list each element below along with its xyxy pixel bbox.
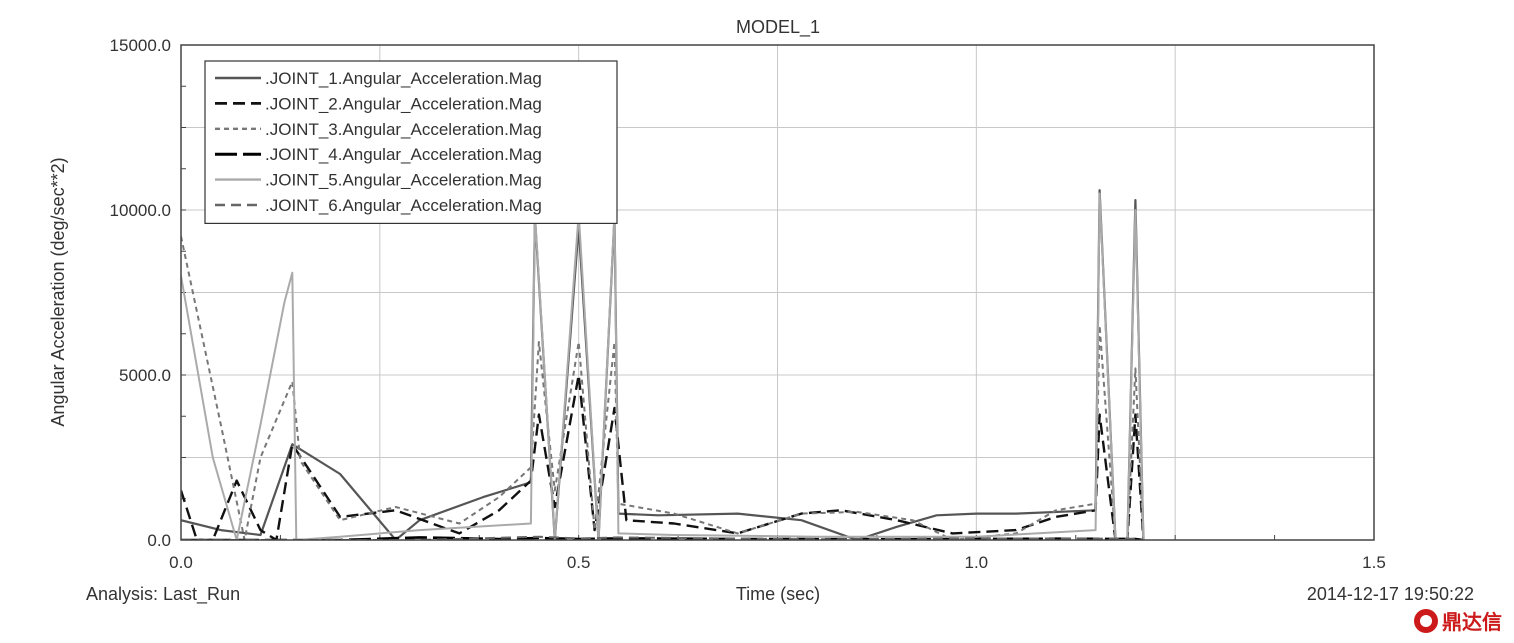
watermark-text: 鼎达信: [1442, 610, 1502, 634]
x-axis-title: Time (sec): [736, 584, 820, 604]
y-tick-label: 5000.0: [119, 366, 171, 385]
x-tick-label: 0.0: [169, 553, 193, 572]
series-line-joint-6: [181, 535, 1144, 540]
legend-entry-label: .JOINT_4.Angular_Acceleration.Mag: [265, 145, 542, 164]
chart-title: MODEL_1: [736, 17, 820, 38]
legend-entry-label: .JOINT_1.Angular_Acceleration.Mag: [265, 69, 542, 88]
legend-entry-label: .JOINT_3.Angular_Acceleration.Mag: [265, 120, 542, 139]
y-axis-title: Angular Acceleration (deg/sec**2): [48, 157, 68, 426]
y-tick-label: 0.0: [147, 531, 171, 550]
series-line-joint-2: [181, 373, 1145, 540]
legend-entry-label: .JOINT_6.Angular_Acceleration.Mag: [265, 196, 542, 215]
x-tick-label: 1.5: [1362, 553, 1386, 572]
y-tick-labels: 0.0 5000.0 10000.0 15000.0: [110, 36, 171, 550]
series-line-joint-1: [181, 189, 1145, 540]
legend: .JOINT_1.Angular_Acceleration.Mag .JOINT_…: [204, 60, 618, 224]
x-tick-labels: 0.0 0.5 1.0 1.5: [169, 553, 1386, 572]
watermark: 鼎达信: [1414, 606, 1502, 635]
x-tick-label: 0.5: [567, 553, 591, 572]
legend-entry-label: .JOINT_5.Angular_Acceleration.Mag: [265, 171, 542, 190]
x-tick-label: 1.0: [965, 553, 989, 572]
series-line-joint-5: [181, 192, 1145, 540]
analysis-label: Analysis: Last_Run: [86, 584, 240, 605]
y-tick-label: 10000.0: [110, 201, 171, 220]
watermark-logo-icon: [1414, 608, 1438, 633]
legend-entry-label: .JOINT_2.Angular_Acceleration.Mag: [265, 94, 542, 113]
legend-box: [204, 60, 618, 224]
plot-frame: [180, 44, 1375, 541]
timestamp-label: 2014-12-17 19:50:22: [1307, 584, 1474, 604]
plot-lines: [181, 189, 1145, 540]
y-tick-label: 15000.0: [110, 36, 171, 55]
